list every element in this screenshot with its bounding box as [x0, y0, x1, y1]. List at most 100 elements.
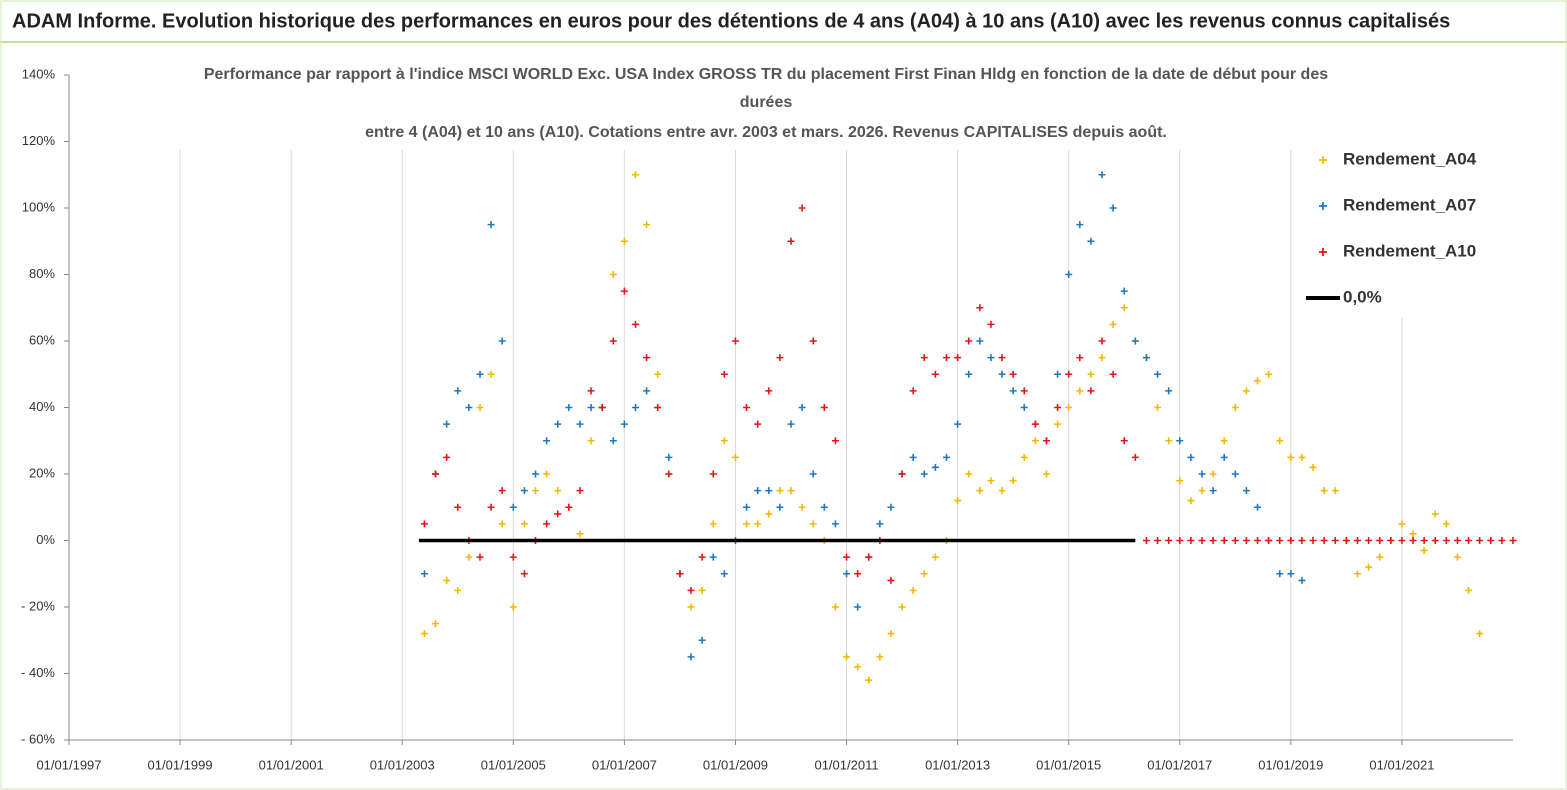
point: [576, 530, 584, 538]
y-tick-label: - 20%: [21, 598, 55, 613]
point: [1020, 387, 1028, 395]
point: [609, 437, 617, 445]
point: [843, 570, 851, 578]
legend-label: Rendement_A04: [1343, 149, 1477, 168]
point: [743, 503, 751, 511]
point: [954, 420, 962, 428]
point: [454, 586, 462, 594]
point: [1476, 630, 1484, 638]
point: [809, 337, 817, 345]
point: [1120, 437, 1128, 445]
point: [1098, 337, 1106, 345]
point: [498, 487, 506, 495]
y-tick-label: 80%: [29, 266, 55, 281]
point: [898, 470, 906, 478]
point: [1165, 537, 1173, 544]
legend-label: Rendement_A07: [1343, 195, 1476, 214]
point: [798, 204, 806, 212]
point: [565, 503, 573, 511]
point: [1409, 537, 1417, 544]
point: [1331, 487, 1339, 495]
x-tick-label: 01/01/2009: [703, 757, 768, 772]
point: [1109, 320, 1117, 328]
point: [609, 337, 617, 345]
point: [709, 470, 717, 478]
point: [687, 603, 695, 611]
y-tick-label: 120%: [22, 133, 56, 148]
point: [931, 463, 939, 471]
point: [509, 553, 517, 561]
point: [1209, 537, 1217, 544]
point: [587, 437, 595, 445]
point: [987, 354, 995, 362]
y-tick-label: 20%: [29, 465, 55, 480]
plot-area: 01/01/1997 01/01/1999 01/01/2001 01/01/2003…: [21, 66, 1517, 772]
point: [1142, 537, 1150, 544]
chart-subtitle: Performance par rapport à l'indice MSCI …: [204, 66, 1328, 83]
point: [1242, 387, 1250, 395]
point: [876, 653, 884, 661]
point: [1142, 354, 1150, 362]
point: [965, 337, 973, 345]
point: [1209, 487, 1217, 495]
point: [765, 510, 773, 518]
point: [565, 404, 573, 411]
point: [1309, 537, 1317, 544]
point: [476, 370, 484, 378]
point: [643, 354, 651, 362]
point: [1209, 470, 1217, 478]
point: [609, 271, 617, 278]
point: [1309, 463, 1317, 471]
point: [1187, 537, 1195, 544]
point: [698, 586, 706, 594]
x-tick-label: 01/01/2019: [1258, 757, 1323, 772]
point: [709, 553, 717, 561]
point: [454, 387, 462, 395]
point: [743, 404, 751, 411]
point: [1220, 453, 1228, 461]
point: [676, 570, 684, 578]
point: [687, 586, 695, 594]
point: [543, 470, 551, 478]
point: [1254, 503, 1262, 511]
point: [1242, 537, 1250, 544]
point: [1054, 370, 1062, 378]
point: [1231, 470, 1239, 478]
point: [1387, 537, 1395, 544]
point: [1065, 404, 1073, 411]
point: [1176, 477, 1184, 485]
point: [998, 370, 1006, 378]
point: [1498, 537, 1506, 544]
point: [765, 487, 773, 495]
point: [1065, 271, 1073, 278]
point: [543, 520, 551, 528]
point: [865, 553, 873, 561]
point: [754, 487, 762, 495]
point: [765, 387, 773, 395]
point: [631, 320, 639, 328]
point: [1254, 377, 1262, 385]
point: [1076, 221, 1084, 229]
point: [443, 453, 451, 461]
point: [443, 420, 451, 428]
point: [1131, 453, 1139, 461]
point: [665, 453, 673, 461]
point: [1031, 420, 1039, 428]
point: [432, 470, 440, 478]
legend-marker: [1319, 156, 1327, 164]
point: [1365, 563, 1373, 571]
x-tick-label: 01/01/1999: [148, 757, 213, 772]
point: [754, 520, 762, 528]
point: [698, 553, 706, 561]
point: [1131, 337, 1139, 345]
point: [831, 520, 839, 528]
point: [1154, 370, 1162, 378]
point: [1331, 537, 1339, 544]
point: [498, 337, 506, 345]
x-tick-label: 01/01/2007: [592, 757, 657, 772]
point: [976, 304, 984, 312]
point: [1287, 570, 1295, 578]
